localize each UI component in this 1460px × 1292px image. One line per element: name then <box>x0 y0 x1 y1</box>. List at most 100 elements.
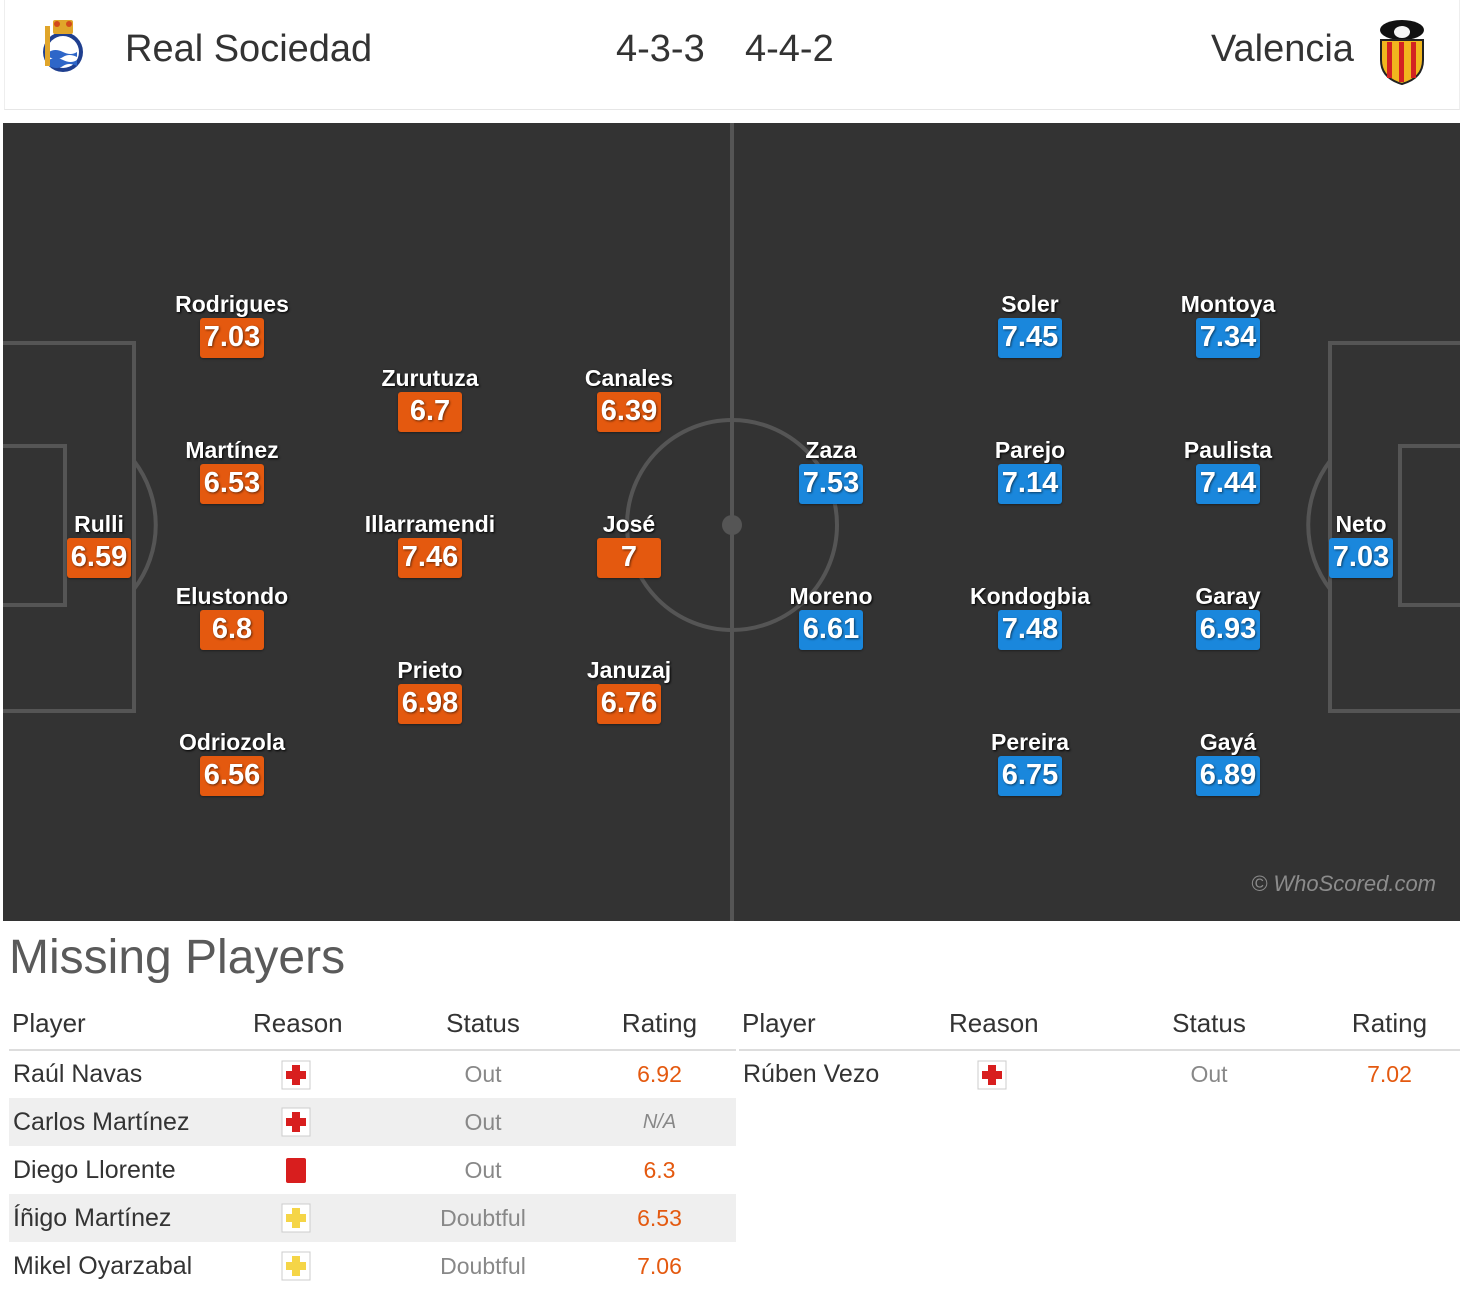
player-name: Montoya <box>1180 291 1276 317</box>
away-team-name[interactable]: Valencia <box>1211 28 1354 70</box>
player-rating: 7.14 <box>998 464 1062 504</box>
player-rating: 6.75 <box>998 756 1062 796</box>
player-illarramendi[interactable]: Illarramendi 7.46 <box>330 510 530 578</box>
player-name: Elustondo <box>175 583 289 609</box>
player-name[interactable]: Íñigo Martínez <box>9 1194 209 1242</box>
missing-players-title: Missing Players <box>9 931 346 984</box>
player-rating: 6.76 <box>597 684 661 724</box>
table-row[interactable]: Carlos Martínez Out N/A <box>9 1098 736 1146</box>
red-card-icon <box>281 1155 311 1185</box>
player-montoya[interactable]: Montoya 7.34 <box>1128 290 1328 358</box>
column-header-reason: Reason <box>209 998 383 1051</box>
pitch: Rulli 6.59 Rodrigues 7.03 Martínez 6.53 … <box>3 123 1460 921</box>
player-rating: 6.98 <box>398 684 462 724</box>
player-name: Parejo <box>994 437 1066 463</box>
player-name: Zaza <box>805 437 857 463</box>
player-martinez[interactable]: Martínez 6.53 <box>132 436 332 504</box>
player-rating: 7.34 <box>1196 318 1260 358</box>
player-januzaj[interactable]: Januzaj 6.76 <box>529 656 729 724</box>
player-rating: 7.46 <box>398 538 462 578</box>
injury-icon <box>977 1060 1007 1090</box>
rating-value: N/A <box>583 1098 736 1146</box>
player-elustondo[interactable]: Elustondo 6.8 <box>132 582 332 650</box>
player-rating: 6.61 <box>799 610 863 650</box>
player-name: Januzaj <box>586 657 672 683</box>
player-prieto[interactable]: Prieto 6.98 <box>330 656 530 724</box>
injury-icon <box>281 1107 311 1137</box>
player-odriozola[interactable]: Odriozola 6.56 <box>132 728 332 796</box>
table-row[interactable]: Mikel Oyarzabal Doubtful 7.06 <box>9 1242 736 1290</box>
player-rating: 7.03 <box>1329 538 1393 578</box>
injury-icon <box>281 1060 311 1090</box>
player-rating: 6.39 <box>597 392 661 432</box>
player-rating: 7.48 <box>998 610 1062 650</box>
player-rating: 6.8 <box>200 610 264 650</box>
away-missing-table: Player Reason Status Rating Rúben Vezo O… <box>739 998 1460 1098</box>
player-rating: 6.53 <box>200 464 264 504</box>
player-zurutuza[interactable]: Zurutuza 6.7 <box>330 364 530 432</box>
status-value: Out <box>1190 1061 1228 1087</box>
status-value: Doubtful <box>383 1194 583 1242</box>
player-name: Paulista <box>1183 437 1273 463</box>
player-rating: 6.89 <box>1196 756 1260 796</box>
player-name[interactable]: Mikel Oyarzabal <box>13 1251 193 1280</box>
player-rating: 6.56 <box>200 756 264 796</box>
player-rating: 6.93 <box>1196 610 1260 650</box>
valencia-crest-icon <box>1380 20 1424 86</box>
column-header-player: Player <box>9 998 209 1051</box>
rating-value: 7.06 <box>637 1252 682 1279</box>
home-team-name[interactable]: Real Sociedad <box>125 28 373 70</box>
player-rodrigues[interactable]: Rodrigues 7.03 <box>132 290 332 358</box>
player-name[interactable]: Raúl Navas <box>13 1060 143 1088</box>
player-rating: 6.7 <box>398 392 462 432</box>
player-name: Neto <box>1335 511 1387 537</box>
table-header-row: Player Reason Status Rating <box>9 998 736 1051</box>
player-name[interactable]: Diego Llorente <box>13 1155 176 1184</box>
player-name: Illarramendi <box>364 511 496 537</box>
home-missing-table: Player Reason Status Rating Raúl Navas O… <box>9 998 736 1290</box>
column-header-reason: Reason <box>919 998 1099 1051</box>
player-gaya[interactable]: Gayá 6.89 <box>1128 728 1328 796</box>
player-name: Gayá <box>1199 729 1257 755</box>
table-row[interactable]: Íñigo Martínez Doubtful 6.53 <box>9 1194 736 1242</box>
player-name: Kondogbia <box>969 583 1091 609</box>
column-header-rating: Rating <box>583 998 736 1051</box>
player-neto[interactable]: Neto 7.03 <box>1261 510 1460 578</box>
player-name: Canales <box>584 365 674 391</box>
player-name[interactable]: Carlos Martínez <box>9 1098 209 1146</box>
player-soler[interactable]: Soler 7.45 <box>930 290 1130 358</box>
table-header-row: Player Reason Status Rating <box>739 998 1460 1051</box>
player-rating: 7.53 <box>799 464 863 504</box>
real-sociedad-crest-icon <box>43 20 83 72</box>
watermark: © WhoScored.com <box>1251 871 1436 896</box>
player-rulli[interactable]: Rulli 6.59 <box>3 510 199 578</box>
table-row[interactable]: Rúben Vezo Out 7.02 <box>739 1050 1460 1098</box>
player-pereira[interactable]: Pereira 6.75 <box>930 728 1130 796</box>
status-value: Out <box>464 1156 502 1183</box>
rating-value: 6.3 <box>643 1156 676 1183</box>
player-name: Rodrigues <box>175 291 289 317</box>
status-value: Doubtful <box>440 1252 526 1279</box>
player-jose[interactable]: José 7 <box>529 510 729 578</box>
player-paulista[interactable]: Paulista 7.44 <box>1128 436 1328 504</box>
player-rating: 7.03 <box>200 318 264 358</box>
player-garay[interactable]: Garay 6.93 <box>1128 582 1328 650</box>
player-parejo[interactable]: Parejo 7.14 <box>930 436 1130 504</box>
column-header-player: Player <box>739 998 919 1051</box>
player-rating: 6.59 <box>67 538 131 578</box>
player-canales[interactable]: Canales 6.39 <box>529 364 729 432</box>
player-zaza[interactable]: Zaza 7.53 <box>731 436 931 504</box>
player-name: Odriozola <box>178 729 286 755</box>
player-name: Pereira <box>990 729 1069 755</box>
rating-value: 6.92 <box>637 1061 682 1087</box>
player-moreno[interactable]: Moreno 6.61 <box>731 582 931 650</box>
table-row[interactable]: Raúl Navas Out 6.92 <box>9 1050 736 1098</box>
player-name: Soler <box>1001 291 1059 317</box>
column-header-status: Status <box>383 998 583 1051</box>
rating-value: 7.02 <box>1367 1061 1412 1087</box>
column-header-rating: Rating <box>1319 998 1460 1051</box>
player-name[interactable]: Rúben Vezo <box>743 1060 880 1088</box>
pitch-markings <box>3 123 1460 921</box>
table-row[interactable]: Diego Llorente Out 6.3 <box>9 1146 736 1194</box>
player-kondogbia[interactable]: Kondogbia 7.48 <box>930 582 1130 650</box>
